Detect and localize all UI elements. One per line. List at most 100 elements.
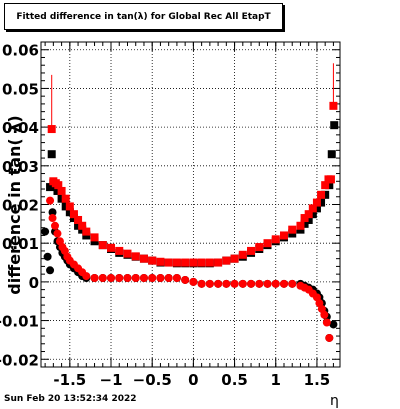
data-point-square xyxy=(78,221,87,230)
x-tick-label: −1 xyxy=(100,371,123,389)
data-point-circle xyxy=(139,274,148,283)
data-point-square xyxy=(156,257,165,266)
data-point-square xyxy=(74,215,83,224)
y-axis-label: difference in tan( λ) xyxy=(5,115,24,294)
data-point-square xyxy=(139,254,148,263)
data-point-circle xyxy=(115,274,124,283)
data-point-square xyxy=(53,186,62,195)
data-point-square xyxy=(321,181,330,190)
x-axis-label: η xyxy=(330,393,339,409)
data-point-circle xyxy=(214,279,223,288)
data-point-circle xyxy=(41,227,50,236)
data-point-square xyxy=(329,101,338,110)
y-tick-label: 0.02 xyxy=(2,197,39,215)
data-point-square xyxy=(65,208,74,217)
grid-lines xyxy=(41,42,340,367)
data-point-circle xyxy=(107,274,116,283)
data-point-circle xyxy=(279,279,288,288)
data-point-square xyxy=(90,233,99,242)
data-point-square xyxy=(61,202,70,211)
data-point-circle xyxy=(247,279,256,288)
data-markers xyxy=(41,101,339,342)
data-point-circle xyxy=(181,275,190,284)
data-point-circle xyxy=(82,272,91,281)
data-point-square xyxy=(98,241,107,250)
y-tick-label: 0.04 xyxy=(2,119,39,137)
data-point-square xyxy=(325,181,334,190)
data-point-square xyxy=(312,198,321,207)
data-point-square xyxy=(65,202,74,211)
x-tick-label: -1.5 xyxy=(53,371,86,389)
data-point-square xyxy=(74,221,83,230)
y-tick-label: 0.06 xyxy=(2,42,39,60)
data-point-square xyxy=(327,150,336,159)
data-point-square xyxy=(222,256,231,265)
data-point-circle xyxy=(197,279,206,288)
data-point-circle xyxy=(51,221,60,230)
data-point-square xyxy=(271,235,280,244)
data-point-square xyxy=(54,181,63,190)
data-point-square xyxy=(279,231,288,240)
data-point-circle xyxy=(320,310,329,319)
y-axis-ticks: -0.02 -0.01 0 0.01 0.02 0.03 0.04 0.05 0.06 xyxy=(0,42,340,369)
data-point-circle xyxy=(46,196,55,205)
data-point-circle xyxy=(322,318,331,327)
data-point-circle xyxy=(90,274,99,283)
data-point-square xyxy=(197,258,206,267)
data-point-circle xyxy=(263,279,272,288)
data-point-square xyxy=(123,249,132,258)
y-tick-label: 0.05 xyxy=(2,80,39,98)
data-point-circle xyxy=(46,266,55,275)
y-tick-label: 0.03 xyxy=(2,158,39,176)
data-point-circle xyxy=(255,279,264,288)
chart-title: Fitted difference in tan(λ) for Global R… xyxy=(16,12,271,22)
data-point-square xyxy=(304,210,313,219)
data-point-circle xyxy=(48,208,57,217)
x-axis-ticks: -1.5 −1 −0.5 0 0.5 1 1.5 xyxy=(44,42,334,389)
data-point-circle xyxy=(230,279,239,288)
x-tick-label: 0.5 xyxy=(221,371,248,389)
data-point-square xyxy=(238,250,247,259)
data-point-square xyxy=(115,246,124,255)
data-point-square xyxy=(214,258,223,267)
data-point-square xyxy=(308,204,317,213)
x-tick-label: 1 xyxy=(271,371,281,389)
data-point-circle xyxy=(172,274,181,283)
data-point-square xyxy=(321,190,330,199)
data-point-square xyxy=(82,227,91,236)
data-point-square xyxy=(247,246,256,255)
data-point-circle xyxy=(329,320,338,329)
data-point-square xyxy=(47,125,56,134)
data-point-circle xyxy=(48,214,57,223)
title-box: Fitted difference in tan(λ) for Global R… xyxy=(4,3,283,30)
timestamp: Sun Feb 20 13:52:34 2022 xyxy=(4,394,137,404)
y-tick-label: -0.01 xyxy=(0,313,39,331)
data-point-circle xyxy=(123,274,132,283)
data-point-square xyxy=(255,243,264,252)
plot-frame xyxy=(40,41,341,368)
data-point-square xyxy=(61,194,70,203)
data-point-square xyxy=(205,258,214,267)
data-point-square xyxy=(326,175,335,184)
data-point-square xyxy=(181,258,190,267)
data-point-square xyxy=(300,214,309,223)
data-point-square xyxy=(148,256,157,265)
x-tick-label: 0 xyxy=(188,371,198,389)
data-point-circle xyxy=(53,229,62,238)
y-tick-label: 0.01 xyxy=(2,235,39,253)
y-tick-label: 0 xyxy=(29,274,39,292)
data-point-square xyxy=(317,190,326,199)
error-bars xyxy=(51,63,334,130)
data-point-circle xyxy=(164,274,173,283)
data-point-circle xyxy=(222,279,231,288)
data-point-circle xyxy=(238,279,247,288)
x-tick-label: −0.5 xyxy=(133,371,172,389)
data-point-square xyxy=(230,254,239,263)
data-point-square xyxy=(312,204,321,213)
data-point-square xyxy=(107,243,116,252)
data-point-circle xyxy=(131,274,140,283)
data-point-square xyxy=(300,219,309,228)
data-point-square xyxy=(308,210,317,219)
data-point-circle xyxy=(288,279,297,288)
